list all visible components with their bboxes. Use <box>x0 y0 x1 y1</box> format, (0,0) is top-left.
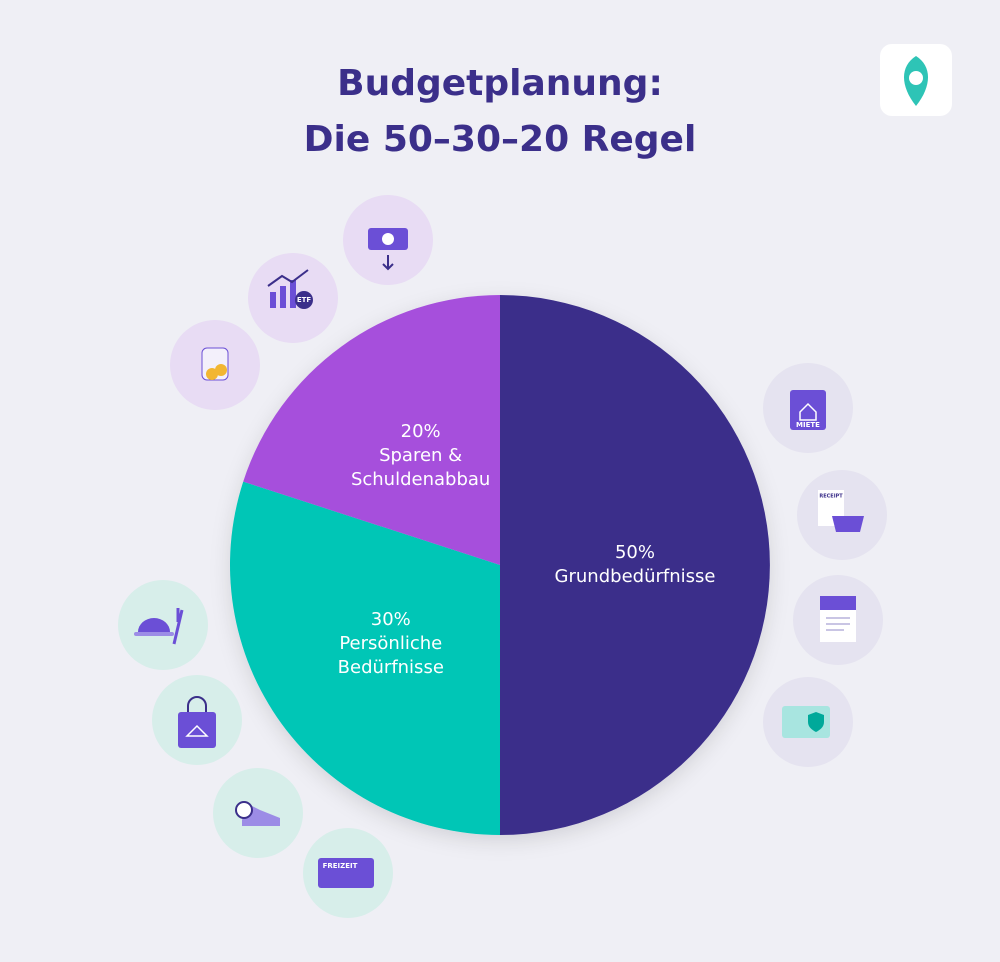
slice-label: 30% Persönliche Bedürfnisse <box>316 608 466 680</box>
pie-slice <box>230 481 500 835</box>
icon-shape <box>826 617 850 631</box>
icon-shape <box>178 712 216 748</box>
slice-label: 50% Grundbedürfnisse <box>535 541 735 589</box>
icon-shape <box>172 608 184 645</box>
icon-shape <box>215 364 227 376</box>
value-label: 20% <box>400 420 441 442</box>
icon-shape <box>206 368 218 380</box>
icon-shape <box>138 618 170 632</box>
category-label: Persönliche Bedürfnisse <box>337 633 444 679</box>
value-label: 30% <box>370 609 411 631</box>
category-label: Sparen & Schuldenabbau <box>350 444 491 490</box>
pie <box>230 295 770 835</box>
pie-slice <box>243 295 501 565</box>
icon-shape <box>270 292 276 308</box>
icon-shape <box>820 596 856 610</box>
icon-shape <box>832 516 864 532</box>
logo-face <box>909 71 923 85</box>
icon-shape <box>185 724 209 737</box>
icon-shape <box>790 390 826 430</box>
icon-shape <box>187 696 207 712</box>
icon-label: FREIZEIT <box>323 862 358 870</box>
icon-shape <box>295 291 313 309</box>
slice-label: 20% Sparen & Schuldenabbau <box>346 420 496 492</box>
icon-label: ETF <box>297 296 312 304</box>
icon-group: ETF MIETE RECEIPT <box>118 195 887 918</box>
icon-shape <box>318 858 374 888</box>
icon-shape <box>382 233 394 245</box>
icon-shape <box>290 280 296 308</box>
icon-shape <box>382 255 394 271</box>
chart-title: Budgetplanung: Die 50–30–20 Regel <box>303 63 697 160</box>
pie-slice <box>500 295 770 835</box>
icon-shape <box>799 402 817 421</box>
icon-label: RECEIPT <box>819 494 843 500</box>
icon-shape <box>808 712 824 732</box>
category-label: Grundbedürfnisse <box>554 566 716 587</box>
icon-shape <box>267 269 309 287</box>
icon-shape <box>134 632 174 636</box>
icon-shape <box>280 286 286 308</box>
value-label: 50% <box>614 542 655 563</box>
icon-label: MIETE <box>796 421 820 429</box>
icon-shape <box>235 801 253 819</box>
